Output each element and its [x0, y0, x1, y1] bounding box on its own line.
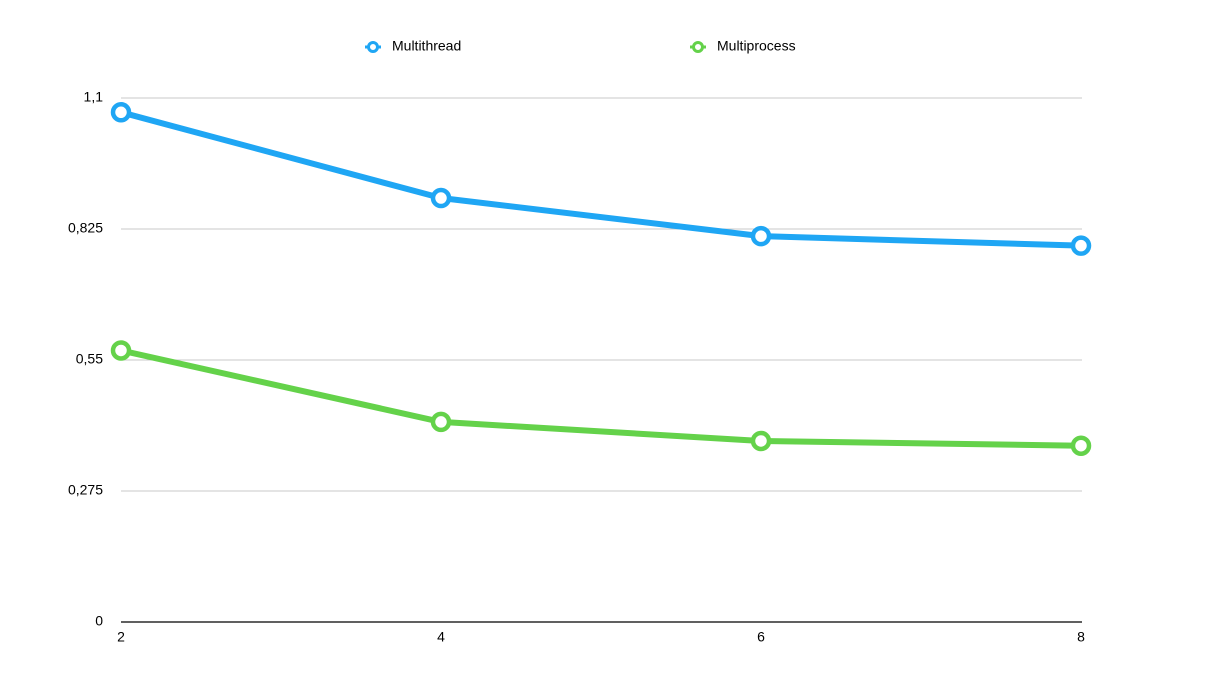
legend-label: Multiprocess: [717, 38, 796, 54]
x-tick-label: 4: [437, 629, 445, 645]
x-tick-label: 6: [757, 629, 765, 645]
data-point: [750, 225, 772, 247]
data-point: [430, 187, 452, 209]
y-tick-label: 0,275: [68, 482, 103, 498]
y-tick-label: 0,825: [68, 220, 103, 236]
series-line: [120, 347, 1082, 449]
legend-marker: [692, 41, 704, 53]
data-point: [1070, 235, 1092, 256]
legend-label: Multithread: [392, 38, 461, 54]
data-point: [750, 430, 772, 452]
x-tick-label: 8: [1077, 629, 1085, 645]
y-tick-label: 1,1: [84, 89, 104, 105]
data-point: [1070, 435, 1092, 456]
data-point: [110, 340, 132, 361]
data-point: [110, 102, 132, 123]
y-tick-label: 0: [95, 613, 103, 629]
x-tick-label: 2: [117, 629, 125, 645]
series-line: [120, 109, 1082, 249]
y-tick-label: 0,55: [76, 351, 103, 367]
legend-marker: [367, 41, 379, 53]
data-point: [430, 411, 452, 433]
